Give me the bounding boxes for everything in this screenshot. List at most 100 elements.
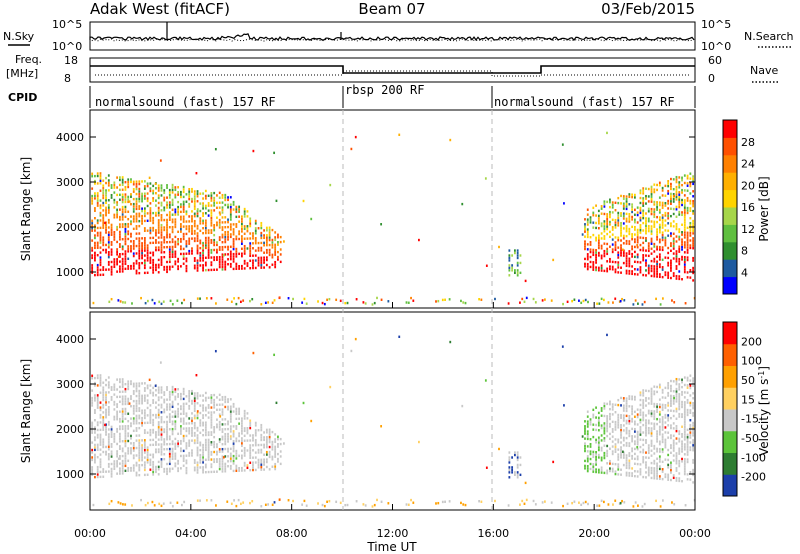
power-echo-cell (672, 257, 675, 260)
power-echo-cell (116, 263, 119, 266)
velocity-echo-cell (645, 463, 647, 467)
power-echo-cell (589, 243, 592, 246)
velocity-echo-cell (659, 505, 662, 508)
power-echo-cell (260, 261, 263, 264)
velocity-echo-cell (160, 438, 163, 441)
velocity-echo-cell (118, 380, 121, 384)
power-echo-cell (149, 207, 152, 210)
power-echo-cell (171, 253, 174, 256)
velocity-echo-cell (116, 455, 119, 458)
power-echo-cell (229, 265, 232, 268)
velocity-echo-cell (277, 452, 279, 456)
power-echo-cell (118, 235, 121, 239)
velocity-echo-cell (584, 444, 586, 448)
power-echo-cell (238, 267, 241, 270)
power-echo-cell (683, 251, 686, 254)
power-echo-cell (218, 263, 221, 266)
power-echo-cell (254, 229, 257, 233)
power-echo-cell (202, 214, 204, 218)
velocity-echo-cell (592, 455, 595, 459)
velocity-echo-cell (586, 422, 589, 426)
velocity-echo-cell (642, 423, 645, 427)
power-echo-cell (221, 255, 224, 259)
power-echo-cell (91, 264, 94, 267)
power-echo-cell (160, 228, 163, 232)
velocity-echo-cell (174, 427, 177, 431)
power-echo-cell (689, 246, 692, 250)
power-echo-cell (188, 227, 191, 231)
power-echo-cell (213, 241, 216, 244)
power-echo-cell (199, 256, 202, 260)
velocity-echo-cell (138, 417, 141, 420)
velocity-echo-cell (138, 451, 141, 455)
velocity-echo-cell (166, 420, 168, 424)
power-echo-cell (227, 203, 229, 207)
velocity-echo-cell (617, 423, 620, 427)
velocity-echo-cell (102, 396, 105, 399)
power-echo-cell (96, 253, 99, 257)
velocity-echo-cell (174, 452, 177, 455)
power-echo-cell (218, 255, 221, 259)
power-echo-cell (199, 264, 202, 267)
velocity-echo-cell (177, 412, 180, 416)
power-echo-cell (204, 221, 207, 225)
power-echo-cell (373, 301, 376, 305)
power-echo-cell (171, 265, 174, 268)
power-echo-cell (636, 253, 639, 256)
velocity-echo-cell (642, 456, 645, 459)
power-echo-cell (376, 296, 378, 300)
power-echo-cell (152, 184, 155, 188)
power-echo-cell (127, 247, 130, 251)
power-echo-cell (658, 228, 661, 232)
power-echo-cell (155, 234, 157, 237)
power-echo-cell (658, 218, 661, 222)
velocity-echo-cell (595, 455, 597, 459)
power-echo-cell (642, 204, 645, 207)
power-echo-cell (143, 239, 146, 242)
velocity-echo-cell (686, 428, 689, 432)
power-echo-cell (143, 187, 146, 190)
power-echo-cell (620, 244, 622, 247)
velocity-echo-cell (107, 413, 110, 416)
velocity-echo-cell (174, 390, 177, 394)
velocity-echo-cell (681, 405, 683, 409)
velocity-echo-cell (279, 450, 282, 453)
power-echo-cell (207, 256, 210, 259)
velocity-echo-cell (592, 470, 595, 473)
velocity-echo-cell (633, 427, 636, 431)
power-echo-cell (589, 248, 592, 251)
power-echo-cell (177, 193, 180, 196)
velocity-echo-cell (99, 460, 102, 464)
power-echo-cell (661, 226, 664, 229)
velocity-echo-cell (213, 450, 216, 454)
velocity-echo-cell (656, 474, 658, 478)
power-echo-cell (650, 252, 653, 255)
velocity-echo-cell (672, 454, 675, 457)
velocity-echo-cell (99, 453, 102, 456)
velocity-echo-cell (166, 428, 168, 431)
velocity-echo-cell (267, 503, 270, 506)
power-echo-cell (141, 200, 143, 203)
velocity-echo-cell (692, 382, 695, 385)
power-echo-cell (118, 267, 121, 271)
power-echo-cell (625, 227, 628, 230)
velocity-echo-cell (107, 381, 110, 384)
velocity-echo-cell (633, 457, 636, 461)
power-echo-cell (229, 255, 232, 258)
power-echo-cell (226, 298, 229, 301)
power-echo-cell (664, 201, 667, 205)
nsearch-label: N.Search (744, 30, 794, 43)
power-echo-cell (252, 232, 254, 235)
velocity-echo-cell (149, 418, 152, 422)
velocity-echo-cell (260, 443, 263, 447)
velocity-echo-cell (597, 446, 600, 449)
velocity-echo-cell (202, 409, 204, 412)
velocity-echo-cell (227, 422, 229, 426)
velocity-echo-cell (179, 405, 182, 408)
velocity-echo-cell (210, 453, 213, 456)
date-label: 03/Feb/2015 (601, 0, 695, 18)
power-echo-cell (107, 208, 110, 212)
power-echo-cell (149, 259, 152, 262)
velocity-echo-cell (182, 405, 185, 408)
power-echo-cell (617, 261, 620, 264)
